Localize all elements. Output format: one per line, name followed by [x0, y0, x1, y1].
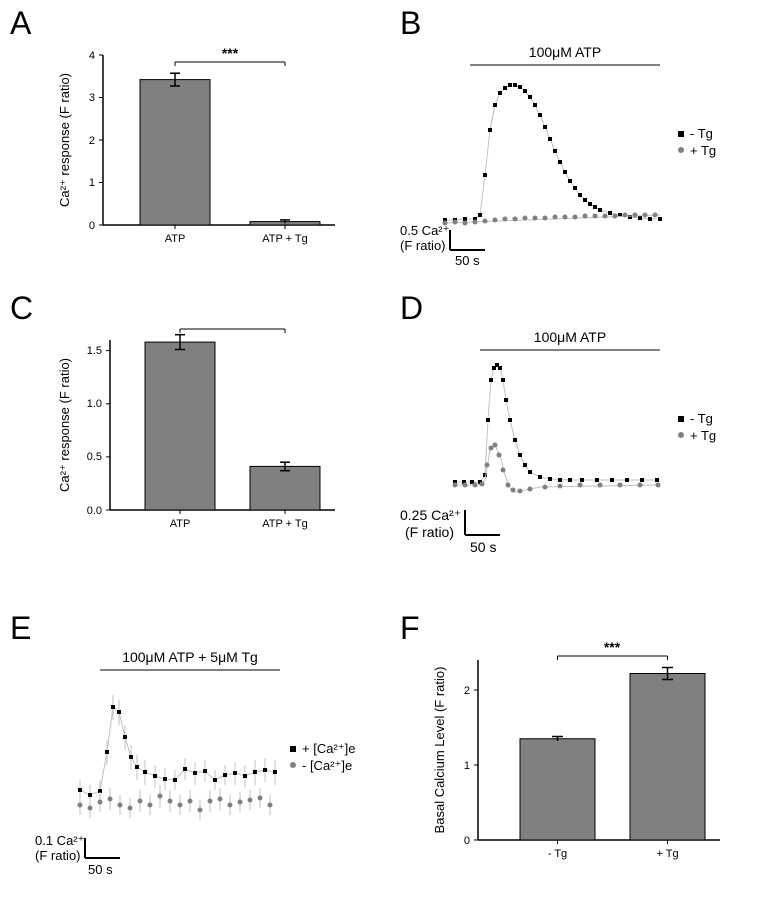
svg-text:4: 4 [89, 50, 95, 62]
svg-text:+ [Ca²⁺]e: + [Ca²⁺]e [302, 741, 355, 756]
svg-text:0.5: 0.5 [87, 451, 102, 463]
svg-text:Ca²⁺ response (F ratio): Ca²⁺ response (F ratio) [57, 358, 72, 492]
svg-text:100μM ATP + 5μM Tg: 100μM ATP + 5μM Tg [122, 649, 258, 665]
svg-text:0.5 Ca²⁺: 0.5 Ca²⁺ [400, 223, 450, 238]
svg-text:2: 2 [464, 685, 470, 697]
svg-text:- Tg: - Tg [690, 411, 713, 426]
svg-text:(F ratio): (F ratio) [400, 238, 446, 253]
panel-c-label: C [10, 290, 33, 327]
panel-d-chart: 100μM ATP - Tg + Tg 0.25 Ca²⁺ (F ratio) … [400, 320, 750, 565]
svg-text:100μM ATP: 100μM ATP [534, 329, 606, 345]
svg-text:1: 1 [89, 177, 95, 189]
svg-text:Basal Calcium Level (F ratio): Basal Calcium Level (F ratio) [432, 667, 447, 834]
svg-text:***: *** [222, 45, 239, 61]
svg-text:+ Tg: + Tg [690, 428, 716, 443]
panel-b-chart: 100μM ATP - Tg + Tg [400, 35, 750, 270]
svg-text:0.25 Ca²⁺: 0.25 Ca²⁺ [400, 507, 461, 523]
svg-text:+ Tg: + Tg [656, 848, 678, 860]
svg-text:1: 1 [464, 760, 470, 772]
svg-text:ATP: ATP [170, 518, 191, 530]
svg-text:2: 2 [89, 135, 95, 147]
svg-text:0: 0 [89, 220, 95, 232]
svg-text:ATP: ATP [165, 233, 186, 245]
svg-text:3: 3 [89, 92, 95, 104]
svg-text:- [Ca²⁺]e: - [Ca²⁺]e [302, 758, 352, 773]
svg-text:(F ratio): (F ratio) [405, 524, 454, 540]
svg-text:1.0: 1.0 [87, 398, 102, 410]
svg-text:50 s: 50 s [88, 862, 113, 877]
svg-text:(F ratio): (F ratio) [35, 848, 81, 863]
svg-text:+ Tg: + Tg [690, 143, 716, 158]
panel-e-chart: 100μM ATP + 5μM Tg [35, 640, 385, 890]
svg-text:***: *** [224, 325, 241, 329]
svg-text:50 s: 50 s [455, 253, 480, 268]
svg-text:0: 0 [464, 835, 470, 847]
svg-text:- Tg: - Tg [690, 126, 713, 141]
panel-e-label: E [10, 610, 31, 647]
panel-f-label: F [400, 610, 420, 647]
panel-f-chart: 0 1 2 Basal Calcium Level (F ratio) - Tg… [430, 640, 740, 880]
svg-text:1.5: 1.5 [87, 345, 102, 357]
panel-c-chart: 0.0 0.5 1.0 1.5 Ca²⁺ response (F ratio) … [55, 325, 355, 550]
svg-text:ATP + Tg: ATP + Tg [262, 233, 308, 245]
svg-text:0.1 Ca²⁺: 0.1 Ca²⁺ [35, 833, 85, 848]
svg-text:100μM ATP: 100μM ATP [529, 44, 601, 60]
svg-text:Ca²⁺ response (F ratio): Ca²⁺ response (F ratio) [57, 73, 72, 207]
svg-text:- Tg: - Tg [548, 848, 567, 860]
svg-text:50 s: 50 s [470, 539, 496, 555]
panel-a-chart: 0 1 2 3 4 Ca²⁺ response (F ratio) ATP AT… [55, 40, 355, 265]
svg-text:***: *** [604, 640, 621, 655]
svg-text:ATP + Tg: ATP + Tg [262, 518, 308, 530]
panel-a-label: A [10, 5, 31, 42]
svg-text:0.0: 0.0 [87, 505, 102, 517]
